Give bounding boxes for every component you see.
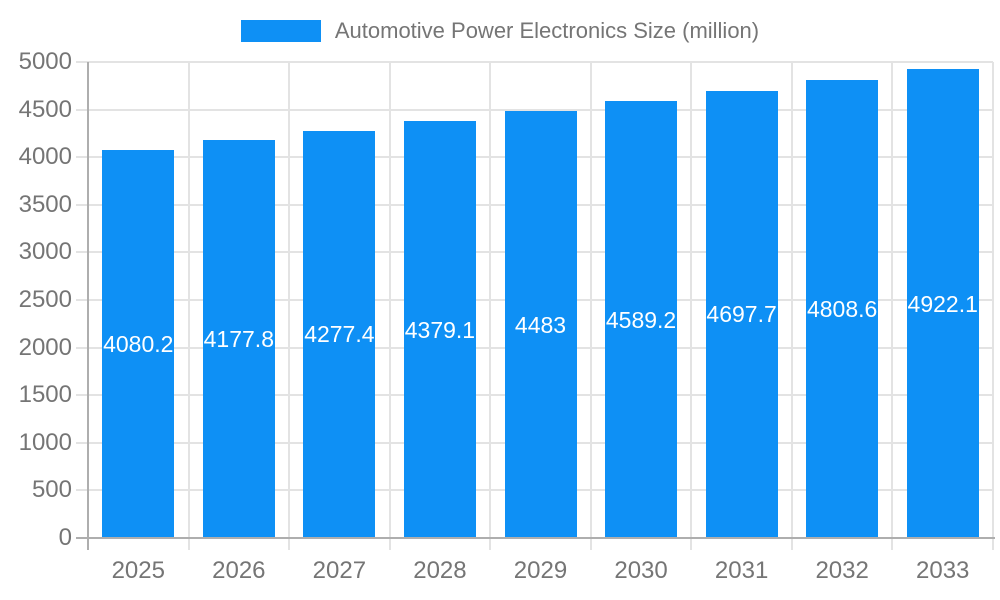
gridline-horizontal: [76, 61, 993, 63]
gridline-horizontal: [76, 108, 993, 111]
x-axis-tick-label: 2029: [513, 557, 568, 584]
bar[interactable]: [202, 140, 275, 538]
x-axis-tick-label: 2031: [714, 557, 769, 584]
legend-swatch: [240, 20, 321, 42]
x-axis-tick-label: 2025: [111, 557, 165, 584]
legend-label: Automotive Power Electronics Size (milli…: [334, 18, 760, 43]
x-axis-tick-label: 2028: [413, 557, 467, 584]
bar-value-label: 4922.1: [907, 290, 978, 317]
bar-value-label: 4589.2: [605, 306, 677, 333]
y-axis-tick-label: 1000: [18, 428, 72, 456]
x-axis-tick-label: 2026: [212, 557, 266, 584]
gridline-vertical: [891, 62, 894, 550]
gridline-vertical: [589, 62, 592, 550]
y-axis-tick-label: 3500: [18, 190, 72, 218]
legend[interactable]: Automotive Power Electronics Size (milli…: [0, 18, 1000, 44]
gridline-vertical: [790, 62, 793, 550]
gridline-vertical: [690, 62, 693, 550]
y-axis-tick-label: 2500: [18, 286, 72, 313]
bar-value-label: 4080.2: [103, 330, 174, 357]
y-axis-tick-label: 500: [31, 476, 72, 504]
bar[interactable]: [504, 111, 577, 538]
gridline-vertical: [388, 62, 391, 550]
bar[interactable]: [705, 90, 778, 538]
bar[interactable]: [806, 80, 879, 538]
y-axis-tick-label: 3000: [18, 238, 72, 266]
bar-value-label: 4379.1: [404, 316, 476, 343]
bar[interactable]: [303, 130, 376, 538]
y-axis-line: [87, 62, 89, 550]
gridline-vertical: [187, 62, 190, 550]
bar[interactable]: [605, 101, 678, 538]
gridline-vertical: [992, 62, 994, 550]
x-axis-tick-label: 2027: [312, 557, 367, 584]
bar[interactable]: [403, 121, 476, 538]
bar-value-label: 4483: [514, 311, 567, 338]
bar[interactable]: [102, 149, 175, 538]
bar-value-label: 4277.4: [304, 321, 375, 348]
bar[interactable]: [906, 69, 979, 538]
x-axis-tick-label: 2033: [916, 557, 970, 584]
y-axis-tick-label: 4000: [18, 143, 72, 171]
y-axis-tick-label: 5000: [18, 48, 72, 75]
y-axis-tick-label: 4500: [18, 95, 72, 123]
x-axis-line: [76, 537, 995, 539]
y-axis-tick-label: 2000: [18, 333, 72, 361]
y-axis-tick-label: 0: [58, 524, 72, 551]
bar-value-label: 4697.7: [706, 301, 777, 328]
gridline-vertical: [489, 62, 492, 550]
bar-value-label: 4808.6: [806, 296, 878, 323]
bar-value-label: 4177.8: [203, 326, 274, 353]
gridline-vertical: [288, 62, 291, 550]
y-axis-tick-label: 1500: [18, 381, 72, 409]
x-axis-tick-label: 2032: [815, 557, 869, 584]
x-axis-tick-label: 2030: [614, 557, 668, 584]
